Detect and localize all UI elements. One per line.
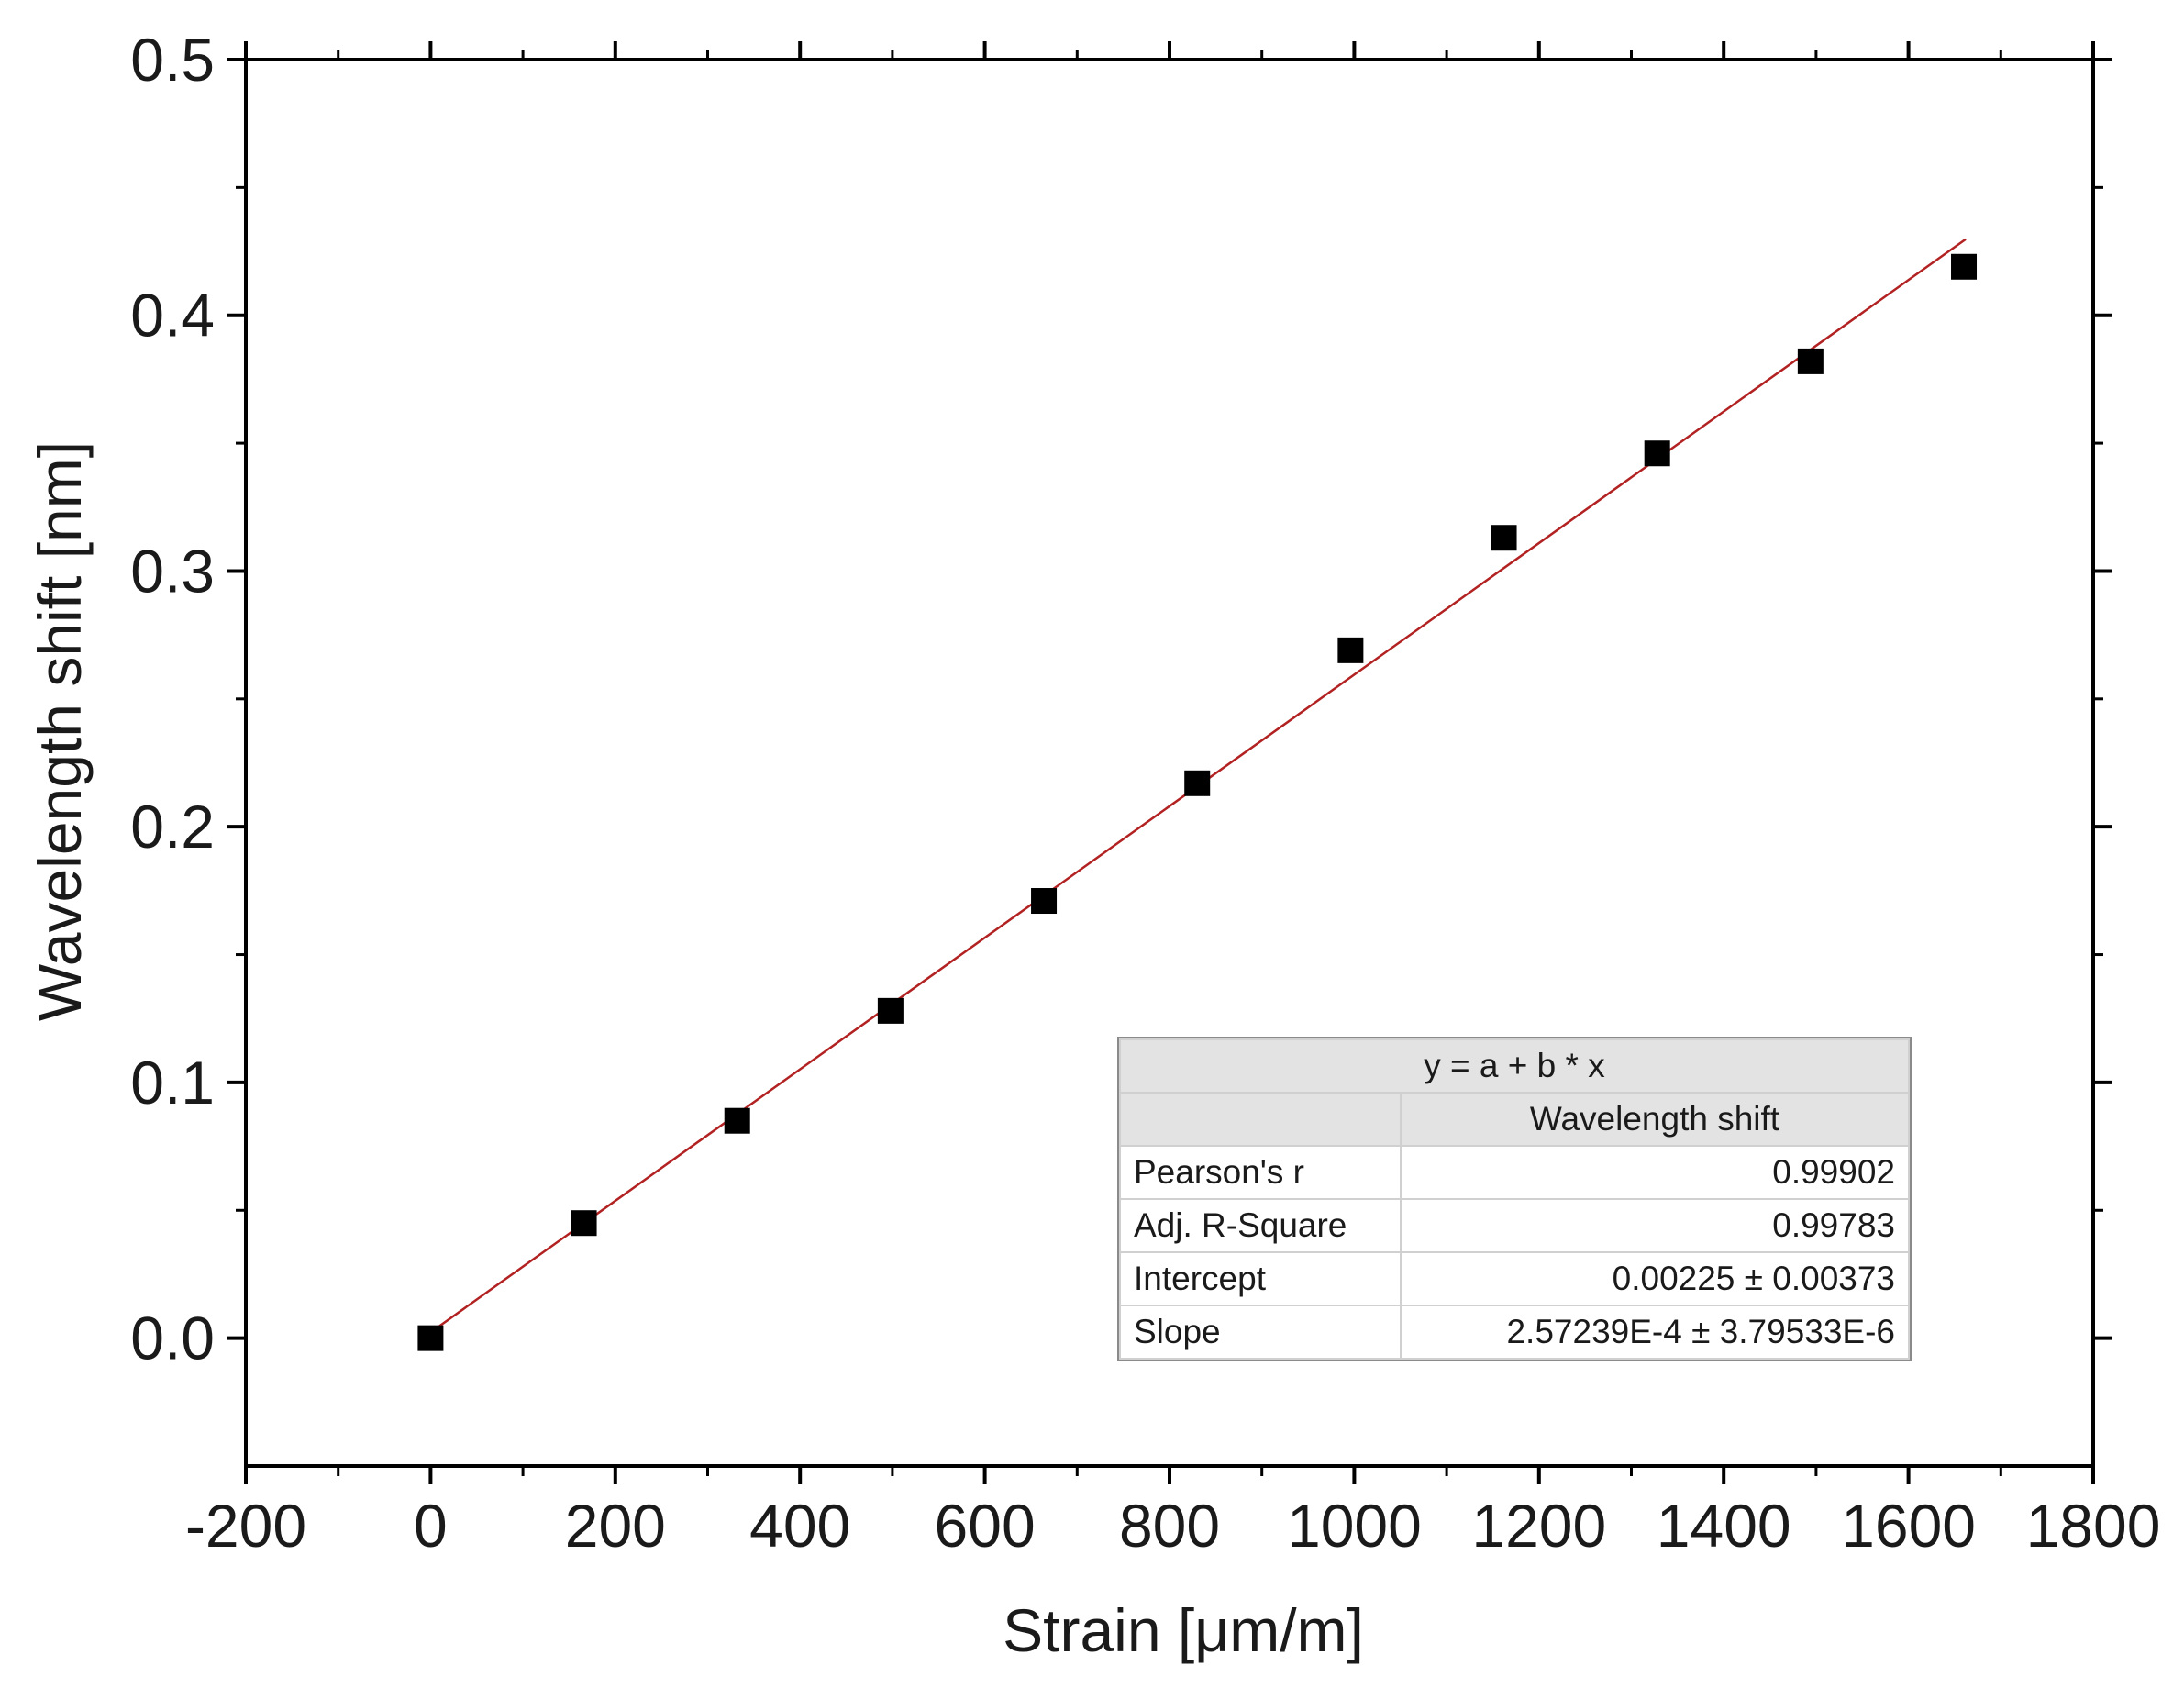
fit-equation: y = a + b * x bbox=[1119, 1038, 1910, 1094]
data-point bbox=[1184, 770, 1211, 796]
fit-row-value: 0.99902 bbox=[1400, 1145, 1910, 1200]
y-axis-title: Wavelength shift [nm] bbox=[26, 441, 94, 1021]
data-point bbox=[571, 1210, 597, 1237]
x-tick-label: 1400 bbox=[1657, 1492, 1791, 1560]
fit-row: Slope 2.57239E-4 ± 3.79533E-6 bbox=[1119, 1305, 1910, 1360]
tick-marks bbox=[227, 41, 2112, 1484]
fit-header-blank bbox=[1119, 1092, 1402, 1147]
fit-row: Adj. R-Square 0.99783 bbox=[1119, 1198, 1910, 1253]
fit-equation-row: y = a + b * x bbox=[1119, 1038, 1910, 1094]
fit-row-label: Pearson's r bbox=[1119, 1145, 1402, 1200]
x-tick-label: 1000 bbox=[1287, 1492, 1422, 1560]
x-tick-label: -200 bbox=[185, 1492, 306, 1560]
y-tick-label: 0.0 bbox=[130, 1305, 215, 1372]
data-point bbox=[1644, 440, 1670, 467]
data-point bbox=[417, 1325, 444, 1351]
data-point bbox=[1797, 348, 1824, 374]
fit-row-value: 2.57239E-4 ± 3.79533E-6 bbox=[1400, 1305, 1910, 1360]
y-tick-label: 0.4 bbox=[130, 282, 215, 350]
x-tick-label: 1600 bbox=[1841, 1492, 1976, 1560]
fit-results-table: y = a + b * x Wavelength shift Pearson's… bbox=[1117, 1037, 1912, 1361]
x-tick-label: 600 bbox=[935, 1492, 1036, 1560]
x-tick-labels: -200 0 200 400 600 800 1000 1200 1400 1600 1800 bbox=[185, 1492, 2160, 1560]
fit-column-header: Wavelength shift bbox=[1400, 1092, 1910, 1147]
y-tick-label: 0.5 bbox=[130, 26, 215, 94]
x-tick-label: 0 bbox=[414, 1492, 448, 1560]
fit-row-value: 0.99783 bbox=[1400, 1198, 1910, 1253]
y-tick-label: 0.2 bbox=[130, 793, 215, 861]
fit-header-row: Wavelength shift bbox=[1119, 1092, 1910, 1147]
data-point bbox=[1337, 637, 1364, 663]
y-tick-label: 0.1 bbox=[130, 1049, 215, 1116]
x-tick-label: 1200 bbox=[1471, 1492, 1606, 1560]
fit-row: Pearson's r 0.99902 bbox=[1119, 1145, 1910, 1200]
data-point bbox=[1491, 525, 1517, 551]
x-tick-label: 800 bbox=[1119, 1492, 1220, 1560]
y-tick-labels: 0.0 0.1 0.2 0.3 0.4 0.5 bbox=[130, 26, 215, 1372]
data-point bbox=[724, 1107, 750, 1134]
fit-row-label: Slope bbox=[1119, 1305, 1402, 1360]
y-tick-label: 0.3 bbox=[130, 537, 215, 605]
x-tick-label: 200 bbox=[565, 1492, 666, 1560]
fit-row-label: Intercept bbox=[1119, 1251, 1402, 1306]
data-point bbox=[877, 997, 904, 1024]
fit-row-label: Adj. R-Square bbox=[1119, 1198, 1402, 1253]
x-tick-label: 400 bbox=[749, 1492, 850, 1560]
data-point bbox=[1031, 888, 1058, 915]
x-tick-label: 1800 bbox=[2026, 1492, 2161, 1560]
x-axis-title: Strain [μm/m] bbox=[1003, 1596, 1364, 1664]
data-points bbox=[417, 253, 1978, 1351]
fit-row-value: 0.00225 ± 0.00373 bbox=[1400, 1251, 1910, 1306]
fit-row: Intercept 0.00225 ± 0.00373 bbox=[1119, 1251, 1910, 1306]
data-point bbox=[1951, 253, 1978, 280]
